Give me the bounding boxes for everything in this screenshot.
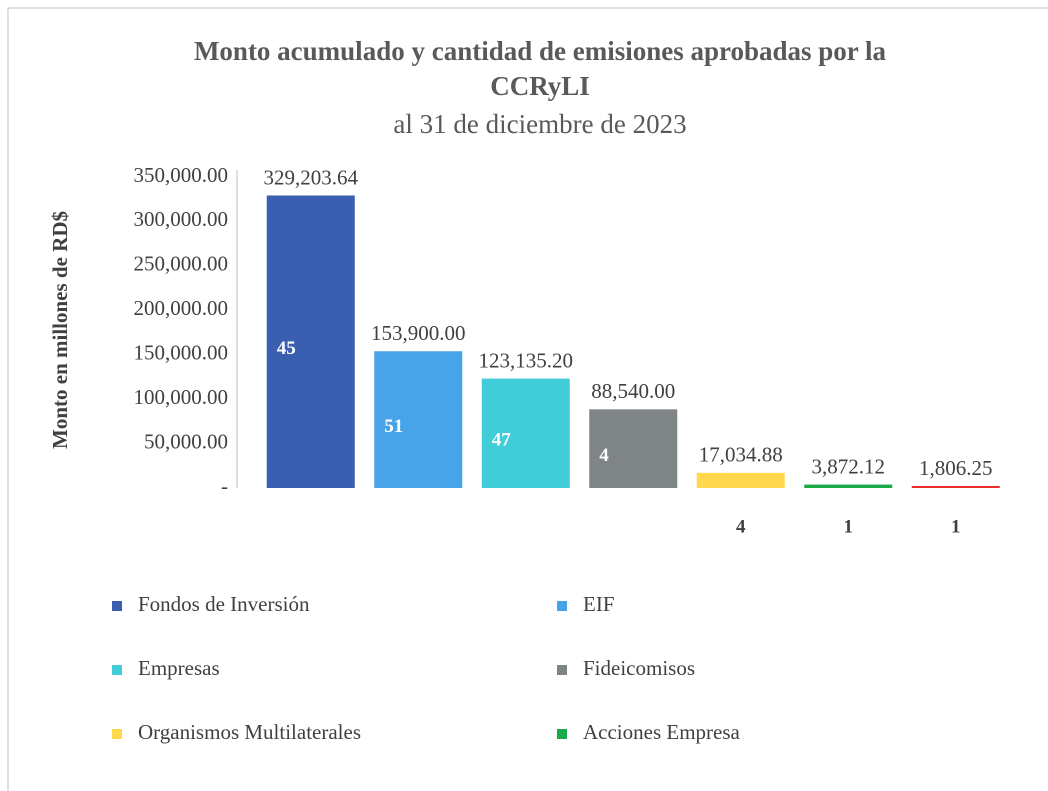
value-label: 3,872.12	[812, 454, 886, 478]
bar	[804, 484, 893, 488]
count-label: 4	[599, 445, 609, 466]
value-label: 153,900.00	[371, 321, 466, 345]
value-label: 88,540.00	[591, 379, 675, 403]
bar	[589, 409, 678, 488]
count-label: 51	[384, 416, 403, 437]
bar	[266, 195, 355, 488]
legend-label: EIF	[583, 592, 615, 616]
value-label: 123,135.20	[479, 348, 574, 372]
chart-frame	[7, 7, 1048, 791]
chart-subtitle: al 31 de diciembre de 2023	[393, 109, 686, 139]
legend-swatch	[557, 665, 567, 675]
y-tick-label: -	[221, 474, 228, 498]
y-tick-label: 300,000.00	[134, 207, 229, 231]
value-label: 329,203.64	[264, 165, 359, 189]
legend-label: Organismos Multilaterales	[138, 720, 361, 744]
bar	[911, 486, 1000, 488]
y-tick-label: 100,000.00	[134, 385, 229, 409]
count-label: 4	[736, 516, 746, 537]
count-label: 45	[277, 338, 296, 359]
count-label: 1	[951, 516, 961, 537]
y-tick-label: 350,000.00	[134, 163, 229, 187]
y-axis-title: Monto en millones de RD$	[48, 211, 72, 449]
legend-swatch	[112, 601, 122, 611]
legend-label: Fideicomisos	[583, 656, 695, 680]
legend-label: Empresas	[138, 656, 220, 680]
legend-swatch	[112, 729, 122, 739]
y-tick-label: 50,000.00	[144, 429, 228, 453]
y-tick-label: 200,000.00	[134, 296, 229, 320]
value-label: 1,806.25	[919, 456, 993, 480]
bar	[481, 378, 570, 488]
legend-swatch	[557, 601, 567, 611]
chart-title: CCRyLI	[490, 71, 590, 101]
bar	[374, 351, 463, 488]
count-label: 1	[844, 516, 854, 537]
legend-swatch	[112, 665, 122, 675]
legend-label: Acciones Empresa	[583, 720, 741, 744]
bar	[696, 472, 785, 488]
y-tick-label: 150,000.00	[134, 341, 229, 365]
legend-label: Fondos de Inversión	[138, 592, 310, 616]
value-label: 17,034.88	[699, 443, 783, 467]
legend-swatch	[557, 729, 567, 739]
y-tick-label: 250,000.00	[134, 252, 229, 276]
chart-title: Monto acumulado y cantidad de emisiones …	[194, 36, 887, 66]
count-label: 47	[492, 430, 512, 451]
